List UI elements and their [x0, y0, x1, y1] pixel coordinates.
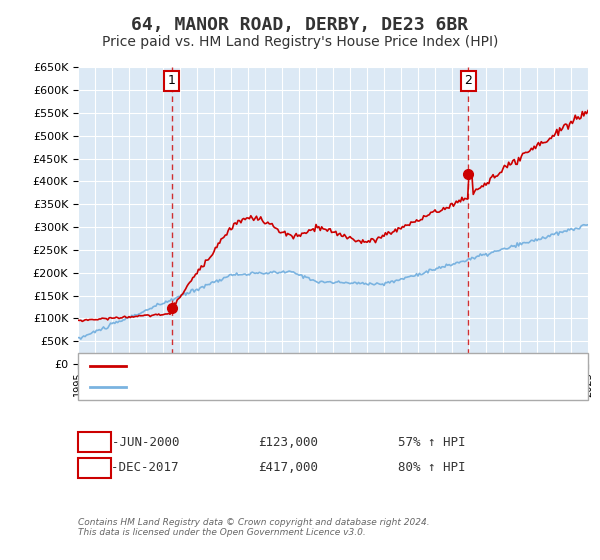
Text: 1: 1: [91, 436, 98, 449]
Text: Price paid vs. HM Land Registry's House Price Index (HPI): Price paid vs. HM Land Registry's House …: [102, 35, 498, 49]
Text: 57% ↑ HPI: 57% ↑ HPI: [398, 436, 466, 449]
Text: 64, MANOR ROAD, DERBY, DE23 6BR (detached house): 64, MANOR ROAD, DERBY, DE23 6BR (detache…: [132, 361, 439, 371]
Text: 30-JUN-2000: 30-JUN-2000: [97, 436, 179, 449]
Text: £417,000: £417,000: [258, 461, 318, 474]
Text: £123,000: £123,000: [258, 436, 318, 449]
Text: Contains HM Land Registry data © Crown copyright and database right 2024.
This d: Contains HM Land Registry data © Crown c…: [78, 518, 430, 538]
Text: 64, MANOR ROAD, DERBY, DE23 6BR: 64, MANOR ROAD, DERBY, DE23 6BR: [131, 16, 469, 34]
Text: HPI: Average price, detached house, City of Derby: HPI: Average price, detached house, City…: [132, 382, 412, 392]
Text: 2: 2: [91, 461, 98, 474]
Text: 1: 1: [167, 74, 175, 87]
Text: 2: 2: [464, 74, 472, 87]
Text: 80% ↑ HPI: 80% ↑ HPI: [398, 461, 466, 474]
Text: 15-DEC-2017: 15-DEC-2017: [97, 461, 179, 474]
